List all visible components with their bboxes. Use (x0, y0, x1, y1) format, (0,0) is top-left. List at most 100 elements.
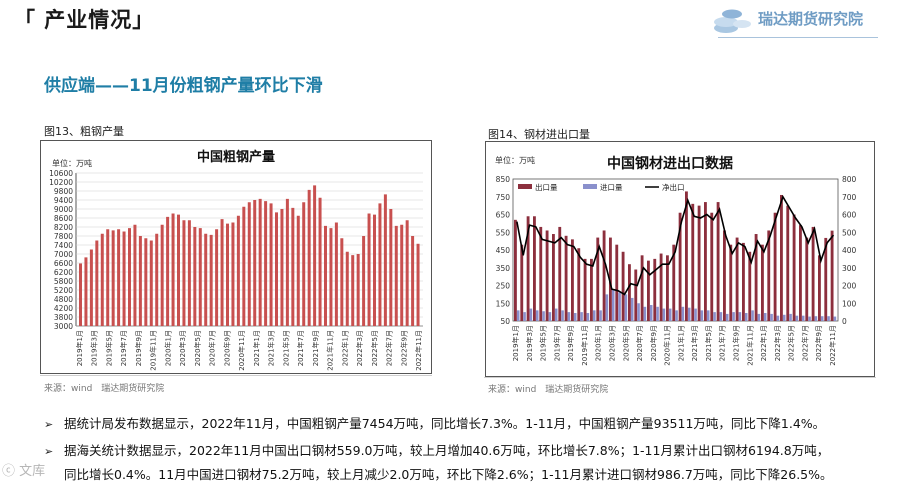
chart2-export-bar (545, 230, 549, 321)
bullet-1: ➢ 据统计局发布数据显示，2022年11月，中国粗钢产量7454万吨，同比增长7.… (44, 413, 825, 432)
chart2-x-tick-label: 2022年3月 (773, 325, 782, 361)
chart2-export-bar (685, 191, 688, 321)
chart2-export-bar (716, 202, 720, 321)
chart2-left-tick-label: 850 (496, 175, 511, 184)
chart2-export-bar (697, 205, 701, 321)
chart1-y-tick-label: 10200 (49, 178, 73, 187)
chart2-x-tick-label: 2020年3月 (607, 325, 616, 361)
watermark: ⓒ 文库 (2, 464, 46, 479)
chart1-bar (367, 213, 371, 326)
chart2-import-bar (656, 306, 659, 321)
chart1-x-axis: 2019年1月 2019年3月 2019年5月 2019年7月 2019年9月 2019年… (75, 330, 423, 371)
bullet-2-text-line2: 同比增长0.4%。11月中国进口钢材75.2万吨，较上月减少2.0万吨，环比下降… (64, 467, 833, 482)
figure-14-label: 图14、钢材进出口量 (488, 128, 590, 141)
chart2-left-tick-label: 50 (500, 317, 510, 326)
chart1-x-tick-label: 2021年1月 (252, 330, 261, 366)
chart2-x-tick-label: 2022年11月 (828, 325, 837, 366)
chart2-import-bar (580, 312, 583, 321)
coin-stack-icon (714, 9, 751, 33)
chart1-bar (253, 200, 257, 326)
chart2-export-bar (780, 194, 783, 321)
chart1-bars (79, 185, 420, 326)
chart1-bar (231, 222, 235, 326)
bullet-arrow-icon: ➢ (44, 445, 54, 458)
bullet-1-text: 据统计局发布数据显示，2022年11月，中国粗钢产量7454万吨，同比增长7.3… (64, 416, 826, 431)
chart1-bar (138, 236, 142, 326)
chart1-x-tick-label: 2022年11月 (414, 330, 423, 371)
chart1-y-tick-label: 10600 (49, 169, 73, 178)
chart2-bars (514, 191, 837, 321)
chart1-bar (128, 228, 131, 326)
chart2-import-bar (529, 308, 533, 321)
chart1-x-tick-label: 2019年9月 (134, 330, 143, 366)
chart2-import-bar (694, 308, 697, 321)
chart1-title: 中国粗钢产量 (197, 149, 275, 165)
chart2-x-axis: 2019年1月 2019年3月 2019年5月 2019年7月 2019年9月 2019年… (511, 325, 837, 366)
chart1-x-tick-label: 2021年5月 (281, 330, 290, 366)
chart1-bar (356, 254, 360, 326)
chart2-export-bar (811, 226, 815, 321)
chart2-left-tick-label: 350 (496, 264, 511, 273)
figure-14-divider (484, 377, 876, 378)
chart1-y-tick-label: 5200 (54, 286, 73, 295)
chart2-left-tick-label: 750 (496, 193, 511, 202)
chart2-export-bar (552, 234, 555, 321)
chart2-import-bar (732, 312, 735, 321)
chart1-bar (334, 222, 338, 326)
chart2-right-tick-label: 400 (842, 246, 857, 255)
chart1-bar (351, 255, 355, 326)
chart1-bar (345, 251, 349, 326)
chart1-bar (264, 201, 268, 326)
chart1-bar (362, 236, 366, 326)
chart2-right-tick-label: 600 (842, 211, 857, 220)
chart1-y-tick-label: 8200 (54, 223, 73, 232)
chart1-bar (383, 194, 387, 326)
chart1-x-tick-label: 2022年3月 (355, 330, 364, 366)
chart2-import-bar (782, 314, 786, 321)
chart1-x-tick-label: 2019年7月 (119, 330, 128, 366)
chart1-bar (187, 220, 191, 326)
chart1-bar (280, 209, 284, 326)
chart1-bar (307, 189, 311, 326)
figure-13-divider (40, 375, 432, 376)
chart2-left-tick-label: 650 (496, 211, 511, 220)
chart1-x-tick-label: 2022年5月 (370, 330, 379, 366)
chart2-export-bar (539, 226, 543, 321)
chart2-import-bar (801, 315, 805, 321)
chart2-import-bar (605, 294, 609, 321)
chart2-x-tick-label: 2019年3月 (525, 325, 534, 361)
figure-13-source: 来源：wind 瑞达期货研究院 (44, 384, 165, 394)
chart1-bar (89, 249, 93, 326)
chart2-right-tick-label: 500 (842, 228, 857, 237)
chart2-export-bar (590, 258, 593, 321)
steel-trade-chart: 中国钢材进出口数据 单位：万吨 出口量 进口量 净出口 50 150 250 350 450… (485, 141, 875, 377)
chart2-left-tick-label: 150 (496, 299, 511, 308)
chart1-x-tick-label: 2022年1月 (340, 330, 349, 366)
chart2-x-tick-label: 2022年5月 (787, 325, 796, 361)
chart2-right-tick-label: 800 (842, 175, 857, 184)
chart2-export-bar (583, 258, 587, 321)
chart1-bar (198, 228, 202, 326)
chart2-import-bar (681, 306, 685, 321)
chart1-bar (373, 214, 376, 326)
chart2-export-bar (659, 253, 663, 321)
chart1-bar (269, 203, 273, 326)
chart2-export-bar (520, 244, 524, 321)
chart1-y-tick-label: 9800 (54, 187, 73, 196)
chart1-y-axis: 3000380042004800520058006200660070007400… (49, 169, 73, 331)
company-logo: 瑞达期货研究院 (712, 2, 894, 36)
chart1-x-tick-label: 2021年3月 (267, 330, 276, 366)
chart2-legend-label: 净出口 (662, 182, 685, 192)
chart1-bar (275, 212, 278, 326)
chart2-export-bar (792, 214, 796, 321)
chart1-bar (242, 206, 246, 326)
chart2-import-bar (548, 312, 552, 321)
chart2-x-tick-label: 2019年7月 (552, 325, 561, 361)
chart2-import-bar (542, 311, 545, 321)
chart1-bar (100, 233, 104, 326)
chart1-bar (149, 240, 153, 326)
chart1-x-tick-label: 2021年9月 (311, 330, 320, 366)
chart1-bar (117, 229, 121, 326)
chart1-x-tick-label: 2019年1月 (75, 330, 84, 366)
chart2-import-bar (592, 310, 596, 321)
